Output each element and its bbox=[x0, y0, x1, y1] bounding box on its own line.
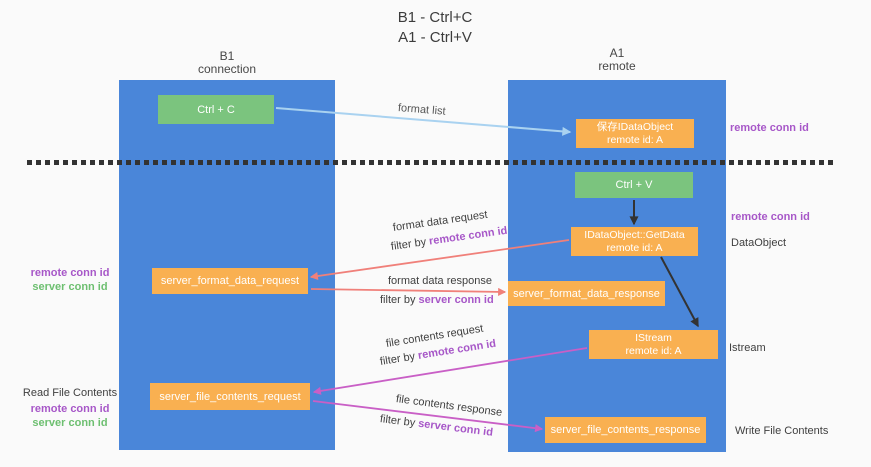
server-format-data-request-box: server_format_data_request bbox=[152, 268, 308, 294]
istream-box: IStream remote id: A bbox=[589, 330, 718, 359]
remote-conn-id-annotation-mid: remote conn id bbox=[731, 211, 810, 223]
save-dataobject-line2: remote id: A bbox=[606, 133, 664, 146]
session-divider-dashed-line bbox=[27, 160, 833, 165]
istream-annotation: Istream bbox=[729, 342, 766, 354]
server-format-data-response-box: server_format_data_response bbox=[508, 281, 665, 306]
title-line-1: B1 - Ctrl+C bbox=[397, 9, 473, 26]
ctrl-v-label: Ctrl + V bbox=[615, 179, 653, 191]
server-conn-id-filter-1: server conn id bbox=[418, 294, 494, 306]
ctrl-c-label: Ctrl + C bbox=[197, 103, 235, 116]
save-dataobject-line1: 保存IDataObject bbox=[596, 120, 674, 133]
left-conn-ids-top: remote conn id server conn id bbox=[22, 266, 118, 294]
getdata-line1: IDataObject::GetData bbox=[584, 228, 685, 241]
lane-header-a1: A1 remote bbox=[508, 47, 726, 73]
filter-by-server-conn-id-label-1: filter by server conn id bbox=[380, 294, 494, 306]
getdata-line2: remote id: A bbox=[606, 241, 663, 254]
remote-conn-id-annotation-top: remote conn id bbox=[730, 122, 809, 134]
server-file-contents-request-label: server_file_contents_request bbox=[159, 390, 301, 403]
lane-a1-subtitle: remote bbox=[598, 59, 636, 73]
server-file-contents-response-label: server_file_contents_response bbox=[550, 424, 701, 436]
istream-line2: remote id: A bbox=[625, 344, 682, 357]
remote-conn-id-left-top: remote conn id bbox=[30, 267, 110, 279]
left-conn-ids-bottom: remote conn id server conn id bbox=[22, 402, 118, 430]
write-file-contents-annotation: Write File Contents bbox=[735, 425, 829, 437]
format-data-response-label: format data response bbox=[388, 275, 492, 287]
diagram-title: B1 - Ctrl+C A1 - Ctrl+V bbox=[330, 8, 540, 48]
server-format-data-request-label: server_format_data_request bbox=[160, 275, 300, 287]
ctrl-c-box: Ctrl + C bbox=[158, 95, 274, 124]
remote-conn-id-filter-1: remote conn id bbox=[428, 224, 509, 248]
server-conn-id-left-bottom: server conn id bbox=[32, 417, 108, 429]
filter-by-text: filter by bbox=[379, 413, 419, 430]
server-file-contents-response-box: server_file_contents_response bbox=[545, 417, 706, 443]
lane-a1-name: A1 bbox=[609, 46, 625, 60]
title-line-2: A1 - Ctrl+V bbox=[398, 29, 472, 46]
read-file-contents-annotation: Read File Contents bbox=[22, 387, 118, 399]
format-list-label: format list bbox=[397, 102, 447, 118]
filter-by-text: filter by bbox=[390, 235, 430, 253]
lane-b1-subtitle: connection bbox=[197, 62, 257, 76]
lane-header-b1: B1 connection bbox=[119, 50, 335, 76]
format-data-response-arrow bbox=[310, 287, 507, 296]
file-contents-response-label: file contents response bbox=[395, 393, 503, 419]
server-conn-id-filter-2: server conn id bbox=[417, 417, 494, 439]
save-dataobject-box: 保存IDataObject remote id: A bbox=[576, 119, 694, 148]
filter-by-text: filter by bbox=[380, 294, 419, 306]
getdata-box: IDataObject::GetData remote id: A bbox=[571, 227, 698, 256]
remote-conn-id-left-bottom: remote conn id bbox=[30, 403, 110, 415]
istream-line1: IStream bbox=[635, 331, 672, 344]
filter-by-text: filter by bbox=[379, 350, 419, 368]
server-format-data-response-label: server_format_data_response bbox=[513, 287, 660, 300]
dataobject-annotation: DataObject bbox=[731, 237, 787, 249]
ctrl-v-box: Ctrl + V bbox=[575, 172, 693, 198]
server-conn-id-left-top: server conn id bbox=[32, 281, 108, 293]
lane-b1-name: B1 bbox=[219, 49, 235, 63]
server-file-contents-request-box: server_file_contents_request bbox=[150, 383, 310, 410]
filter-by-server-conn-id-label-2: filter by server conn id bbox=[379, 413, 493, 439]
